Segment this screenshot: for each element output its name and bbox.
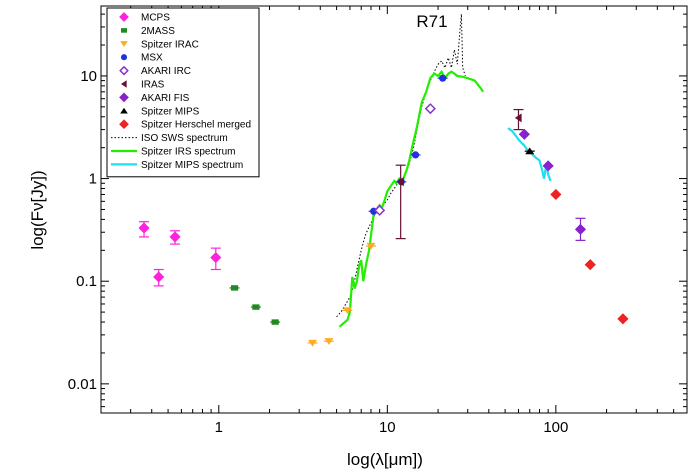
data-point-iras	[397, 177, 404, 187]
photometry-points	[138, 74, 629, 347]
legend-label-spitzer-mips-spectrum: Spitzer MIPS spectrum	[141, 160, 243, 171]
data-point-spitzer-herschel-merged	[584, 259, 596, 271]
data-point-mcps	[138, 222, 150, 234]
data-point-akari-fis	[574, 223, 587, 235]
y-tick-label: 0.1	[76, 273, 97, 290]
axis-ticks	[100, 6, 688, 413]
data-point-spitzer-irac	[342, 307, 352, 314]
legend-symbol-msx	[120, 54, 128, 61]
data-point-spitzer-irac	[366, 242, 376, 250]
data-point-akari-fis	[542, 160, 554, 172]
data-point-akari-irc	[374, 204, 386, 216]
legend-symbol-spitzer-mips	[120, 107, 128, 114]
data-point-msx	[439, 74, 447, 82]
data-point-spitzer-mips	[525, 147, 535, 155]
data-point-2mass	[271, 319, 279, 325]
data-point-akari-irc	[424, 103, 436, 115]
legend-box	[106, 7, 260, 178]
data-point-2mass	[230, 285, 239, 291]
x-tick-label: 100	[543, 419, 568, 436]
legend-label-akari-fis: AKARI FIS	[141, 93, 190, 104]
data-point-mcps	[210, 251, 222, 264]
legend-symbol-spitzer-herschel-merged	[119, 119, 129, 130]
legend-label-spitzer-irs-spectrum: Spitzer IRS spectrum	[141, 147, 235, 158]
legend-label-akari-irc: AKARI IRC	[141, 66, 191, 77]
legend-label-2mass: 2MASS	[141, 26, 175, 37]
x-tick-label: 1	[215, 419, 223, 436]
y-axis-label: log(Fν[Jy])	[28, 170, 47, 249]
data-point-mcps	[153, 271, 165, 283]
data-point-msx	[411, 151, 420, 159]
legend-label-msx: MSX	[141, 53, 163, 64]
legend: MCPS 2MASS Spitzer IRAC MSX AKARI IRC IRAS AKA…	[106, 7, 260, 178]
data-point-akari-fis	[518, 128, 530, 140]
y-tick-label: 0.01	[68, 376, 97, 393]
data-point-spitzer-irac	[324, 338, 334, 345]
x-axis-label: log(λ[μm])	[347, 450, 423, 469]
y-tick-label: 1	[89, 171, 97, 188]
legend-symbol-akari-fis	[119, 92, 129, 103]
spectrum-spitzer-irs-spectrum	[338, 69, 485, 328]
legend-symbol-2mass	[120, 28, 128, 33]
axis-tick-labels: 1 10 100 0.01 0.1 1 10	[68, 68, 569, 436]
spectrum-spitzer-mips-spectrum	[507, 127, 552, 182]
legend-label-spitzer-irac: Spitzer IRAC	[141, 39, 199, 50]
legend-symbol-iras	[120, 80, 127, 88]
data-point-mcps	[169, 231, 181, 243]
legend-label-spitzer-mips: Spitzer MIPS	[141, 106, 200, 117]
data-point-spitzer-irac	[308, 339, 318, 347]
legend-label-iso-sws-spectrum: ISO SWS spectrum	[141, 133, 228, 144]
legend-symbol-akari-irc	[119, 65, 129, 76]
x-tick-label: 10	[379, 419, 396, 436]
legend-symbol-mcps	[119, 12, 129, 22]
spectra-lines	[336, 14, 552, 328]
chart-title: R71	[416, 12, 447, 31]
data-point-spitzer-herschel-merged	[617, 313, 629, 325]
legend-label-iras: IRAS	[141, 80, 165, 91]
y-tick-label: 10	[80, 68, 97, 85]
data-point-iras	[514, 113, 522, 123]
data-point-2mass	[252, 304, 260, 310]
legend-label-spitzer-herschel-merged: Spitzer Herschel merged	[141, 120, 251, 131]
legend-symbol-spitzer-irac	[120, 41, 128, 47]
legend-label-mcps: MCPS	[141, 13, 170, 24]
data-point-spitzer-herschel-merged	[550, 188, 562, 201]
